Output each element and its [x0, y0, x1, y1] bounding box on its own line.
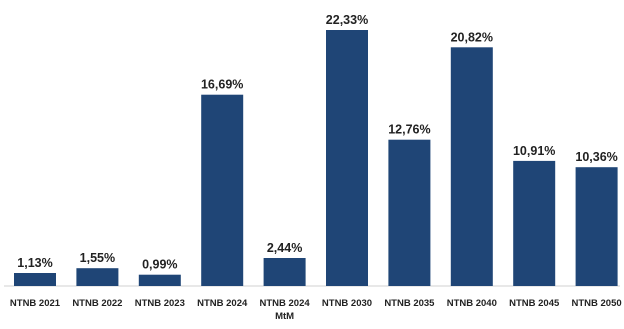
bar-8 [513, 160, 556, 286]
x-tick-label-8: NTNB 2045 [509, 298, 560, 309]
bar-1 [76, 268, 119, 286]
data-label-9: 10,36% [575, 150, 617, 164]
bar-3 [201, 94, 244, 286]
data-label-3: 16,69% [201, 78, 243, 92]
x-tick-label-0: NTNB 2021 [10, 298, 61, 309]
x-tick-label-1: NTNB 2022 [72, 298, 122, 309]
bar-6 [388, 139, 431, 286]
data-label-6: 12,76% [388, 123, 430, 137]
x-tick-label-7: NTNB 2040 [447, 298, 497, 309]
data-label-0: 1,13% [17, 256, 52, 270]
x-tick-label-2: NTNB 2023 [135, 298, 185, 309]
bar-2 [138, 274, 181, 286]
bar-9 [575, 167, 618, 286]
x-tick-label-4: NTNB 2024 MtM [260, 298, 311, 322]
x-tick-label-9: NTNB 2050 [572, 298, 622, 309]
bar-5 [326, 30, 368, 286]
x-tick-label-3: NTNB 2024 [197, 298, 248, 309]
bars-group [14, 30, 618, 286]
bar-4 [263, 258, 306, 286]
bar-0 [14, 273, 56, 286]
bar-7 [450, 47, 493, 286]
x-tick-labels-group: NTNB 2021 NTNB 2022 NTNB 2023 NTNB 2024 NTNB… [10, 298, 622, 322]
data-label-2: 0,99% [142, 258, 177, 272]
x-tick-label-6: NTNB 2035 [384, 298, 435, 309]
data-label-7: 20,82% [451, 30, 493, 44]
data-label-8: 10,91% [513, 144, 555, 158]
x-tick-label-5: NTNB 2030 [322, 298, 372, 309]
data-labels-group: 1,13% 1,55% 0,99% 16,69% 2,44% 22,33% 12,76% 20… [17, 13, 618, 272]
data-label-1: 1,55% [80, 251, 115, 265]
data-label-5: 22,33% [326, 13, 368, 27]
data-label-4: 2,44% [267, 241, 302, 255]
